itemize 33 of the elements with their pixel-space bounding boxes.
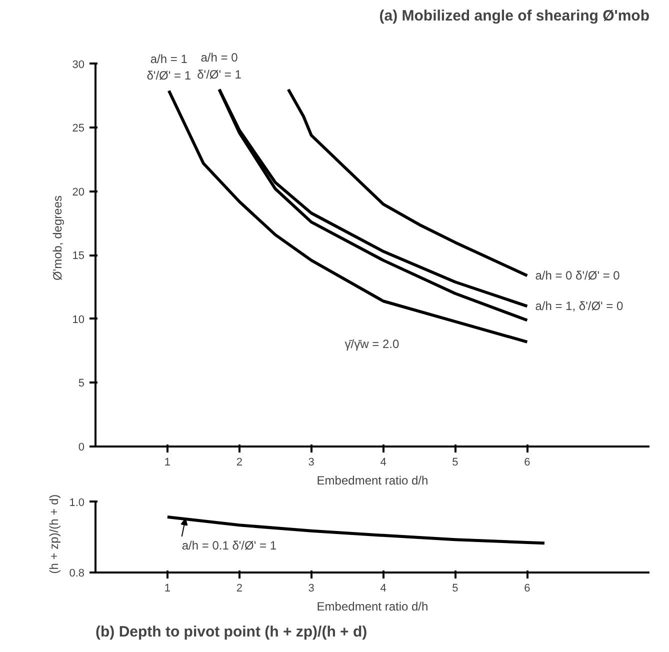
x-tick-label: 2 (236, 582, 242, 594)
y-tick-label: 15 (72, 250, 85, 262)
x-tick-label: 1 (164, 456, 171, 468)
x-tick-label: 3 (308, 456, 314, 468)
annotation: a/h = 0 δ'/Ø' = 0 (535, 268, 620, 283)
y-tick-label: 0.8 (69, 568, 85, 580)
chart-title: (a) Mobilized angle of shearing Ø'mob (379, 8, 650, 24)
x-tick-label: 6 (524, 582, 530, 594)
y-axis-title: Ø'mob, degrees (50, 195, 64, 280)
x-axis-title: Embedment ratio d/h (316, 474, 428, 488)
text: (b) Depth to pivot point (h + zp)/(h + d) (96, 624, 368, 640)
y-tick-label: 5 (78, 378, 85, 390)
annotation: a/h = 0.1 δ'/Ø' = 1 (182, 538, 277, 552)
x-tick-label: 4 (380, 582, 386, 594)
x-tick-label: 6 (524, 456, 530, 468)
y-tick-label: 20 (72, 186, 85, 198)
y-tick-label: 0 (78, 442, 85, 454)
x-tick-label: 3 (308, 582, 314, 594)
y-tick-label: 1.0 (69, 496, 85, 509)
y-tick-label: 25 (72, 122, 85, 135)
x-axis-title: Embedment ratio d/h (316, 600, 428, 614)
x-tick-label: 2 (236, 456, 242, 468)
x-tick-label: 4 (380, 456, 386, 468)
x-tick-label: 1 (164, 582, 171, 594)
y-tick-label: 10 (72, 314, 85, 326)
annotation: a/h = 1 δ'/Ø' = 1 (146, 52, 192, 83)
y-axis-title: (h + zp)/(h + d) (47, 494, 62, 574)
x-tick-label: 5 (452, 456, 458, 468)
annotation: a/h = 1, δ'/Ø' = 0 (535, 299, 624, 314)
x-tick-label: 5 (452, 582, 458, 594)
annotation: a/h = 0 δ'/Ø' = 1 (197, 50, 242, 82)
y-tick-label: 30 (72, 58, 85, 71)
annotation: γ̄/γ̄w = 2.0 (344, 336, 400, 351)
